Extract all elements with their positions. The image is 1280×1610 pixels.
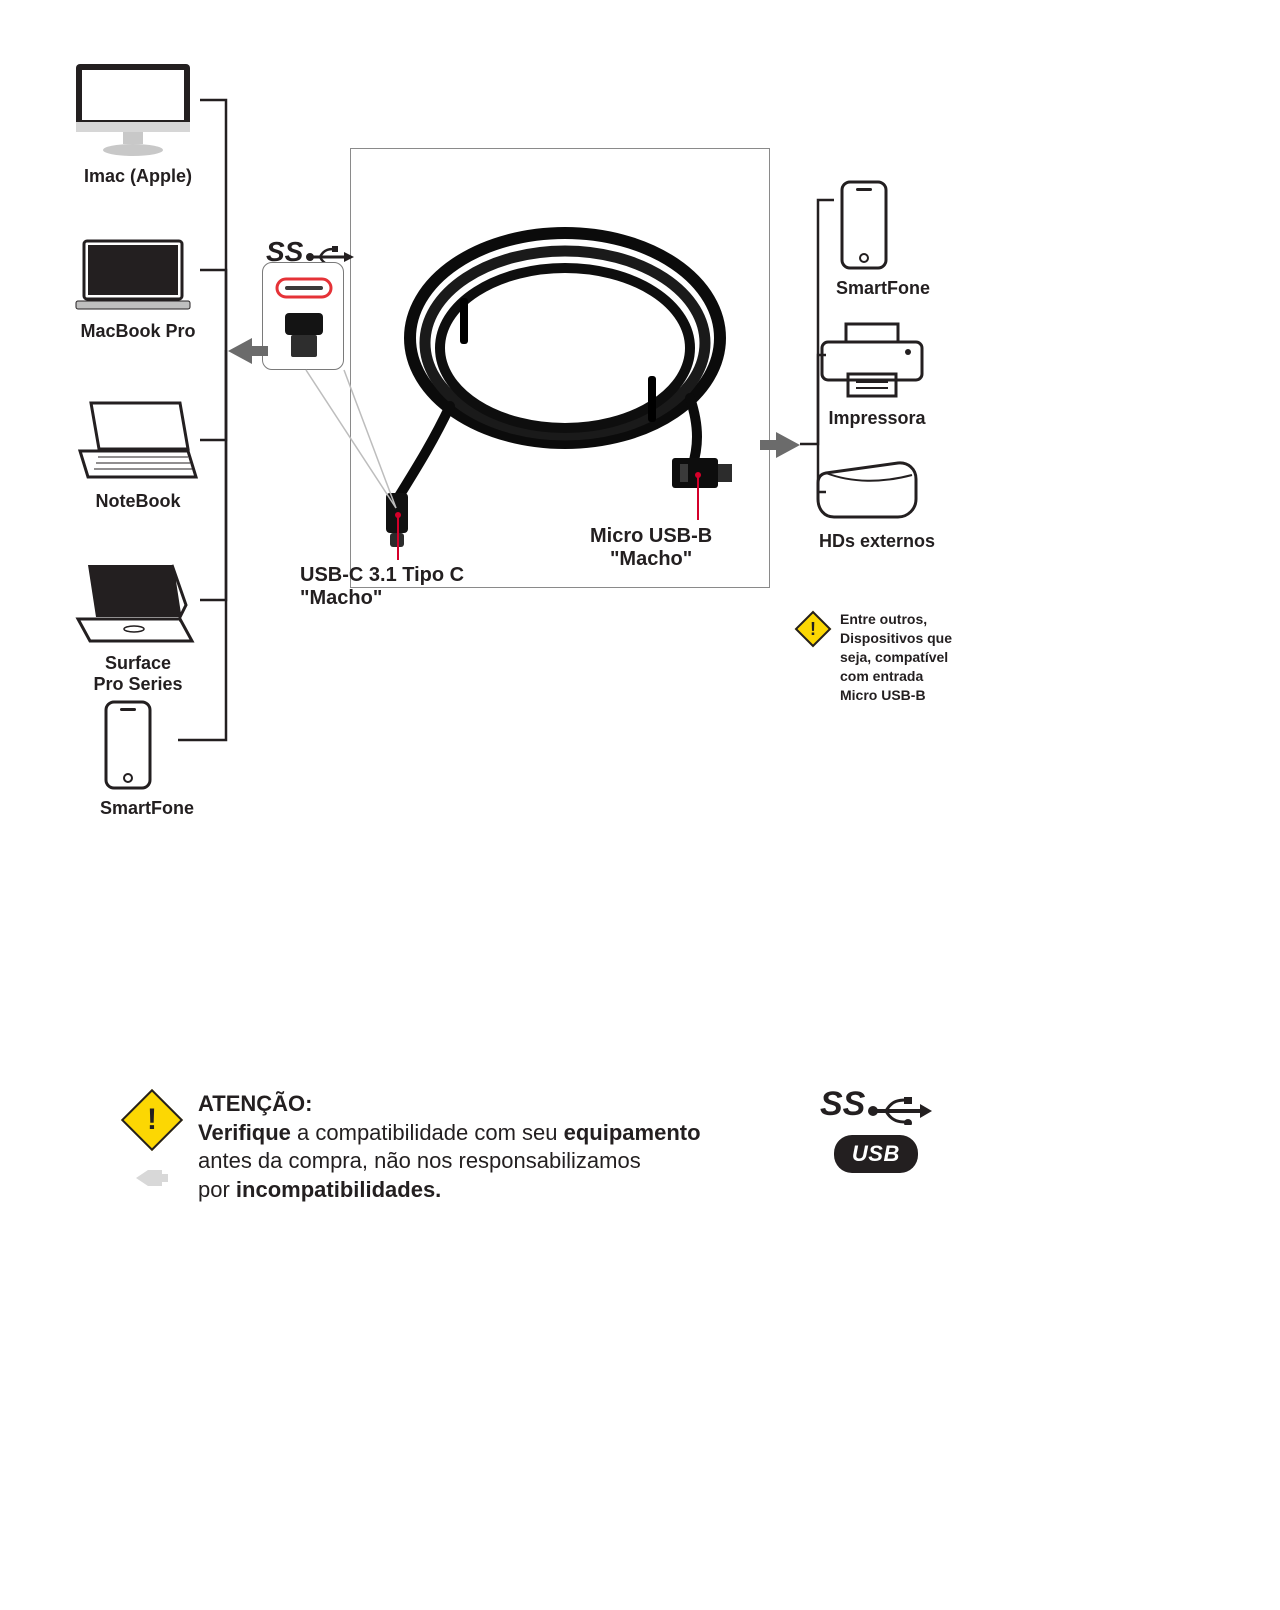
device-printer-label: Impressora [812, 408, 942, 429]
ss-label-footer: SS [820, 1085, 865, 1123]
device-smartfone-right-label: SmartFone [836, 278, 922, 299]
device-hdd: HDs externos [812, 455, 942, 552]
footer-l1-pre: Verifique [198, 1120, 291, 1145]
warning-icon-small: ! [795, 611, 832, 648]
device-smartfone-left: SmartFone [100, 700, 180, 819]
hdd-icon [812, 455, 922, 525]
surface-icon [68, 555, 198, 647]
device-smartfone-right: SmartFone [836, 180, 922, 299]
footer-badges: SS USB [820, 1085, 932, 1173]
device-macbook: MacBook Pro [68, 235, 208, 342]
printer-icon [812, 320, 932, 402]
usb-trident-footer-icon [866, 1097, 932, 1125]
connector-right-label: Micro USB-B "Macho" [590, 525, 712, 571]
imac-icon [68, 60, 198, 160]
device-notebook: NoteBook [68, 395, 208, 512]
device-imac: Imac (Apple) [68, 60, 208, 187]
footer-heading: ATENÇÃO: [198, 1090, 701, 1119]
plug-mini-icon [132, 1164, 170, 1194]
device-notebook-label: NoteBook [68, 491, 208, 512]
device-macbook-label: MacBook Pro [68, 321, 208, 342]
footer-l1-mid: a compatibilidade com seu [291, 1120, 564, 1145]
right-note: ! Entre outros, Dispositivos que seja, c… [800, 610, 990, 704]
right-note-text: Entre outros, Dispositivos que seja, com… [840, 610, 952, 704]
footer-l3-pre: por [198, 1177, 236, 1202]
connector-left-label: USB-C 3.1 Tipo C "Macho" [300, 564, 464, 610]
footer-warning: ! ATENÇÃO: Verifique a compatibilidade c… [130, 1090, 910, 1204]
footer-l3-post: incompatibilidades. [236, 1177, 441, 1202]
device-surface-label: Surface Pro Series [68, 653, 208, 695]
device-hdd-label: HDs externos [812, 531, 942, 552]
smartfone-right-icon [836, 180, 892, 272]
arrow-right [760, 430, 800, 460]
device-surface: Surface Pro Series [68, 555, 208, 695]
device-printer: Impressora [812, 320, 942, 429]
footer-l2: antes da compra, não nos responsabilizam… [198, 1147, 701, 1176]
footer-l1-post: equipamento [564, 1120, 701, 1145]
arrow-left [228, 336, 268, 366]
device-imac-label: Imac (Apple) [68, 166, 208, 187]
warning-icon-large: ! [121, 1089, 183, 1151]
footer-warning-text: ATENÇÃO: Verifique a compatibilidade com… [198, 1090, 701, 1204]
device-smartfone-left-label: SmartFone [100, 798, 180, 819]
usb-badge: USB [834, 1135, 918, 1173]
macbook-icon [68, 235, 198, 315]
smartfone-left-icon [100, 700, 156, 792]
notebook-icon [68, 395, 198, 485]
